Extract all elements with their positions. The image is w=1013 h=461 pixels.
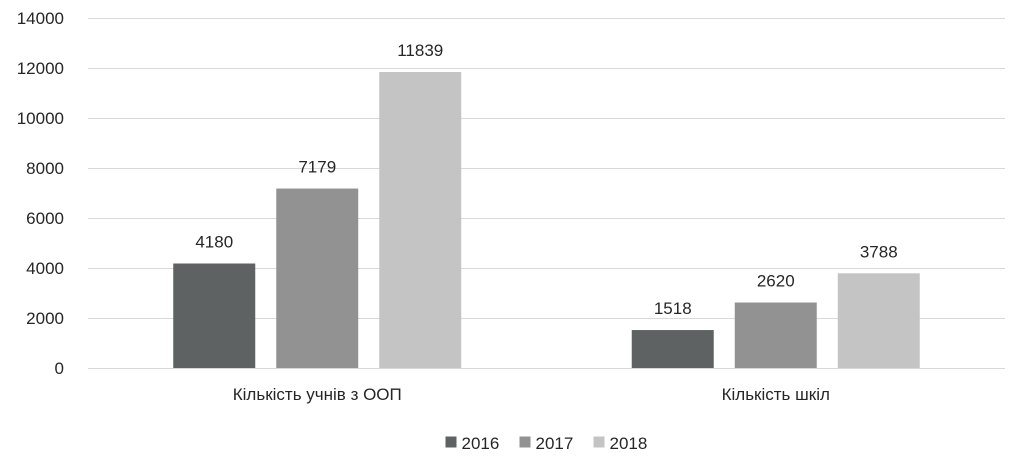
data-label: 4180 (195, 233, 233, 252)
bar-2018 (837, 273, 920, 368)
data-label: 3788 (860, 242, 898, 261)
category-label: Кількість шкіл (722, 385, 830, 404)
legend-label: 2016 (462, 434, 500, 453)
bar-2016 (173, 263, 256, 368)
legend-label: 2017 (536, 434, 574, 453)
category-axis: Кількість учнів з ООП Кількість шкіл (233, 385, 830, 404)
category-label: Кількість учнів з ООП (233, 385, 402, 404)
legend: 2016 2017 2018 (445, 434, 648, 453)
legend-label: 2018 (610, 434, 648, 453)
data-label: 7179 (298, 158, 336, 177)
data-label: 11839 (397, 41, 443, 60)
data-label: 1518 (654, 299, 692, 318)
y-axis-ticks: 0 2000 4000 6000 8000 10000 12000 14000 (17, 9, 64, 378)
y-tick-label: 10000 (17, 109, 64, 128)
legend-swatch (519, 436, 531, 448)
legend-swatch (445, 436, 457, 448)
y-tick-label: 8000 (26, 159, 64, 178)
bar-2017 (276, 188, 359, 368)
bar-2017 (734, 302, 817, 368)
y-tick-label: 6000 (26, 209, 64, 228)
y-tick-label: 2000 (26, 309, 64, 328)
legend-item-2018: 2018 (593, 434, 648, 453)
data-label: 2620 (757, 272, 795, 291)
legend-swatch (593, 436, 605, 448)
y-tick-label: 0 (55, 359, 64, 378)
y-tick-label: 14000 (17, 9, 64, 28)
bar-2018 (379, 72, 462, 369)
legend-item-2017: 2017 (519, 434, 574, 453)
legend-item-2016: 2016 (445, 434, 500, 453)
bars (173, 72, 920, 369)
bar-2016 (631, 330, 714, 368)
y-tick-label: 4000 (26, 259, 64, 278)
data-labels: 4180 7179 11839 1518 2620 3788 (195, 41, 897, 318)
y-tick-label: 12000 (17, 59, 64, 78)
